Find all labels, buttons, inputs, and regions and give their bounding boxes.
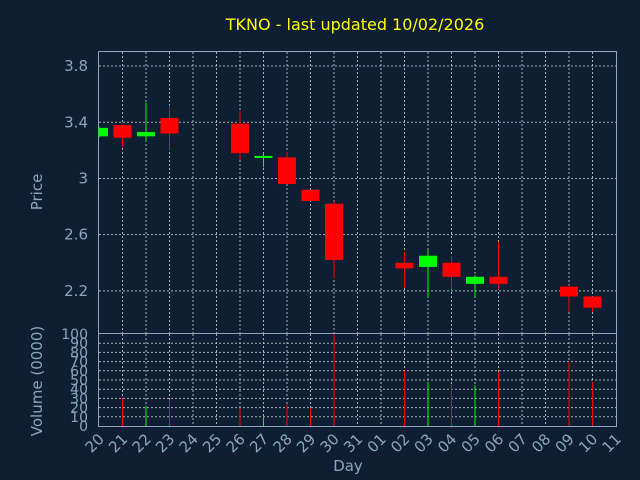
candle — [231, 111, 249, 161]
price-grid — [99, 52, 616, 333]
x-tick-label: 03 — [411, 430, 437, 456]
candle-body — [466, 276, 484, 284]
candle-body — [301, 189, 320, 201]
candle — [301, 189, 320, 201]
candle — [560, 285, 578, 312]
volume-tick-label: 40 — [70, 382, 88, 398]
volume-tick-label: 20 — [70, 401, 88, 417]
x-tick-label: 02 — [387, 430, 413, 456]
x-tick-label: 06 — [481, 430, 507, 456]
candle-body — [442, 262, 461, 277]
x-axis-label: Day — [333, 457, 363, 475]
x-axis-ticks: 2021222324252627282930310102030405060708… — [82, 430, 625, 456]
x-tick-label: 30 — [317, 430, 343, 456]
price-axis-label: Price — [28, 174, 46, 211]
x-tick-label: 25 — [199, 430, 225, 456]
candle — [395, 251, 414, 289]
candle — [113, 123, 132, 147]
volume-bars — [122, 334, 593, 426]
candle-body — [419, 255, 437, 267]
candle — [489, 241, 508, 290]
x-tick-label: 09 — [552, 430, 578, 456]
candle-body — [560, 286, 578, 297]
candle — [278, 151, 296, 185]
x-tick-label: 01 — [364, 430, 390, 456]
candle-body — [160, 118, 179, 134]
volume-tick-label: 30 — [70, 391, 88, 407]
volume-tick-label: 100 — [61, 327, 88, 343]
x-tick-label: 27 — [246, 430, 272, 456]
candles — [98, 102, 602, 312]
candle-body — [489, 276, 508, 284]
volume-tick-label: 70 — [70, 355, 88, 371]
price-tick-label: 3.4 — [64, 113, 88, 131]
candle-body — [278, 157, 296, 185]
x-tick-label: 07 — [505, 430, 531, 456]
volume-tick-label: 10 — [70, 410, 88, 426]
x-tick-label: 10 — [575, 430, 601, 456]
candle — [442, 255, 461, 290]
candle-body — [99, 127, 108, 137]
price-tick-label: 2.2 — [64, 282, 88, 300]
volume-tick-label: 50 — [70, 373, 88, 389]
candle — [325, 200, 343, 279]
candle-body — [113, 125, 132, 138]
candle — [254, 153, 273, 168]
x-tick-label: 29 — [293, 430, 319, 456]
candle — [419, 250, 437, 298]
volume-tick-label: 0 — [79, 419, 88, 435]
candle-body — [231, 123, 249, 154]
volume-axis-label: Volume (0000) — [28, 326, 46, 436]
price-tick-label: 3.8 — [64, 57, 88, 75]
candle — [466, 275, 484, 298]
price-tick-label: 2.6 — [64, 226, 88, 244]
price-tick-label: 3 — [78, 169, 88, 187]
candle — [98, 126, 108, 138]
x-tick-label: 04 — [434, 430, 460, 456]
x-tick-label: 21 — [105, 430, 131, 456]
volume-panel-frame — [98, 333, 617, 427]
candle — [160, 105, 179, 151]
volume-tick-label: 60 — [70, 364, 88, 380]
price-axis-ticks: 2.2 2.6 3 3.4 3.8 — [64, 57, 88, 300]
x-tick-label: 08 — [528, 430, 554, 456]
candle-body — [325, 203, 343, 260]
x-tick-label: 31 — [340, 430, 366, 456]
candle-body — [395, 262, 414, 269]
candle-body — [137, 132, 155, 137]
x-tick-label: 05 — [458, 430, 484, 456]
volume-grid — [99, 334, 616, 426]
x-tick-label: 22 — [129, 430, 155, 456]
volume-tick-label: 90 — [70, 336, 88, 352]
candle-body — [583, 296, 602, 308]
x-tick-label: 23 — [152, 430, 178, 456]
chart-title: TKNO - last updated 10/02/2026 — [225, 15, 485, 34]
candle — [137, 102, 155, 142]
x-tick-label: 24 — [176, 430, 202, 456]
x-tick-label: 28 — [270, 430, 296, 456]
candle — [583, 296, 602, 312]
candle-body — [254, 155, 273, 158]
volume-tick-label: 80 — [70, 345, 88, 361]
x-tick-label: 26 — [223, 430, 249, 456]
x-tick-label: 11 — [599, 430, 625, 456]
